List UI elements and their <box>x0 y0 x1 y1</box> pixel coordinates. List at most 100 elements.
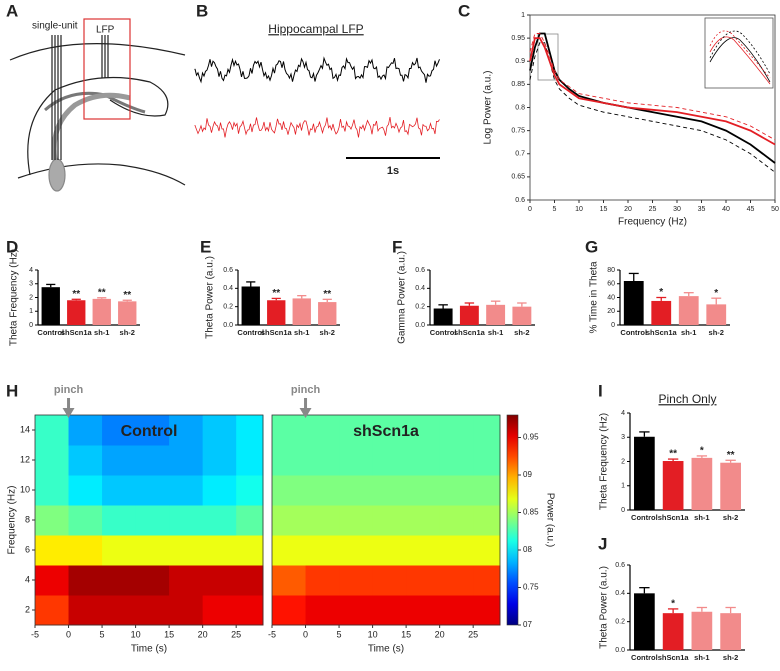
heatmap-cell <box>473 505 501 536</box>
heatmap-cell <box>406 415 441 446</box>
chart-title: Pinch Only <box>658 392 716 406</box>
x-tick-label: shScn1a <box>658 653 690 662</box>
heatmap-cell <box>305 535 340 566</box>
y-tick-label: 0 <box>611 322 615 329</box>
heatmap-cell <box>202 505 237 536</box>
significance: ** <box>123 290 131 301</box>
panel-label: E <box>200 237 211 256</box>
heatmap-cell <box>102 445 137 476</box>
x-tick-label: sh-2 <box>514 328 529 337</box>
heatmap-cell <box>272 565 307 596</box>
heatmap-cell <box>202 565 237 596</box>
y-tick-label: 0.0 <box>223 322 233 329</box>
x-tick-label: shScn1a <box>658 513 690 522</box>
inset <box>704 17 774 89</box>
heatmap-cell <box>102 475 137 506</box>
heatmap-cell <box>202 595 237 626</box>
y-tick-label: 0.4 <box>223 285 233 292</box>
heatmap-cell <box>169 565 204 596</box>
heatmap-cell <box>169 595 204 626</box>
heatmap-cell <box>372 505 407 536</box>
significance: ** <box>98 287 106 298</box>
bar <box>634 436 655 510</box>
y-tick-label: 2 <box>621 458 625 465</box>
x-tick-label: 0 <box>66 629 71 639</box>
significance: ** <box>669 449 677 460</box>
heatmap-cell <box>236 475 264 506</box>
bar <box>486 304 506 325</box>
heatmap-cell <box>135 595 170 626</box>
heatmap-cell <box>68 475 103 506</box>
x-tick-label: shScn1a <box>61 328 93 337</box>
panel-label: J <box>598 534 607 553</box>
heatmap-cell <box>272 415 307 446</box>
x-tick-label: 10 <box>575 206 583 213</box>
heatmap-cell <box>473 535 501 566</box>
heatmap-cell <box>473 565 501 596</box>
pinch-label: pinch <box>54 384 84 396</box>
heatmap-cell <box>372 445 407 476</box>
colorbar-tick-label: 0.95 <box>523 433 539 442</box>
y-tick-label: 1 <box>521 12 525 19</box>
heatmap-cell <box>473 595 501 626</box>
x-tick-label: 30 <box>673 206 681 213</box>
heatmap-cell <box>68 595 103 626</box>
y-axis-label: Theta Frequency (Hz) <box>9 249 20 346</box>
x-tick-label: Control <box>430 328 457 337</box>
x-axis-label: Time (s) <box>131 644 167 655</box>
bar <box>67 300 86 325</box>
x-tick-label: 5 <box>100 629 105 639</box>
significance: ** <box>323 289 331 300</box>
heatmap-cell <box>68 535 103 566</box>
x-axis-label: Frequency (Hz) <box>618 217 687 228</box>
x-tick-label: 0 <box>303 629 308 639</box>
significance: * <box>659 287 663 298</box>
y-tick-label: 0.85 <box>511 81 525 88</box>
heatmap-cell <box>305 595 340 626</box>
heatmap-cell <box>236 505 264 536</box>
y-tick-label: 20 <box>607 308 615 315</box>
x-tick-label: shScn1a <box>646 328 678 337</box>
x-tick-label: Control <box>37 328 64 337</box>
x-tick-label: sh-1 <box>488 328 503 337</box>
bar <box>241 286 260 325</box>
x-tick-label: Control <box>237 328 264 337</box>
x-tick-label: 25 <box>231 629 241 639</box>
bar <box>691 611 713 650</box>
y-tick-label: 12 <box>20 454 30 464</box>
y-axis-label: Theta Power (a.u.) <box>599 566 610 649</box>
x-tick-label: 20 <box>198 629 208 639</box>
y-axis-label: Log Power (a.u.) <box>483 71 494 145</box>
x-tick-label: 15 <box>600 206 608 213</box>
bar <box>662 613 684 650</box>
heatmap-cell <box>135 445 170 476</box>
y-tick-label: 0.2 <box>415 304 425 311</box>
heatmap-cell <box>35 445 70 476</box>
panel-label: C <box>458 1 470 20</box>
trace <box>194 56 440 84</box>
heatmap-cell <box>169 445 204 476</box>
x-tick-label: shScn1a <box>261 328 293 337</box>
panel-label: B <box>196 1 208 20</box>
heatmap-cell <box>439 445 474 476</box>
heatmap-cell <box>169 505 204 536</box>
y-tick-label: 0.8 <box>515 104 525 111</box>
heatmap-cell <box>169 415 204 446</box>
y-tick-label: 0.65 <box>511 174 525 181</box>
heatmap-cell <box>169 475 204 506</box>
heatmap-cell <box>305 445 340 476</box>
x-tick-label: 5 <box>553 206 557 213</box>
bar <box>118 301 137 325</box>
y-tick-label: 0.2 <box>615 619 625 626</box>
heatmap-cell <box>236 565 264 596</box>
y-tick-label: 0.6 <box>223 267 233 274</box>
heatmap-cell <box>202 475 237 506</box>
panel-label: A <box>6 1 18 20</box>
x-tick-label: shScn1a <box>454 328 486 337</box>
pinch-arrowhead <box>299 408 312 418</box>
x-tick-label: 25 <box>468 629 478 639</box>
heatmap-cell <box>339 475 374 506</box>
y-axis-label: Frequency (Hz) <box>7 486 18 555</box>
x-tick-label: sh-1 <box>94 328 109 337</box>
x-tick-label: 15 <box>164 629 174 639</box>
